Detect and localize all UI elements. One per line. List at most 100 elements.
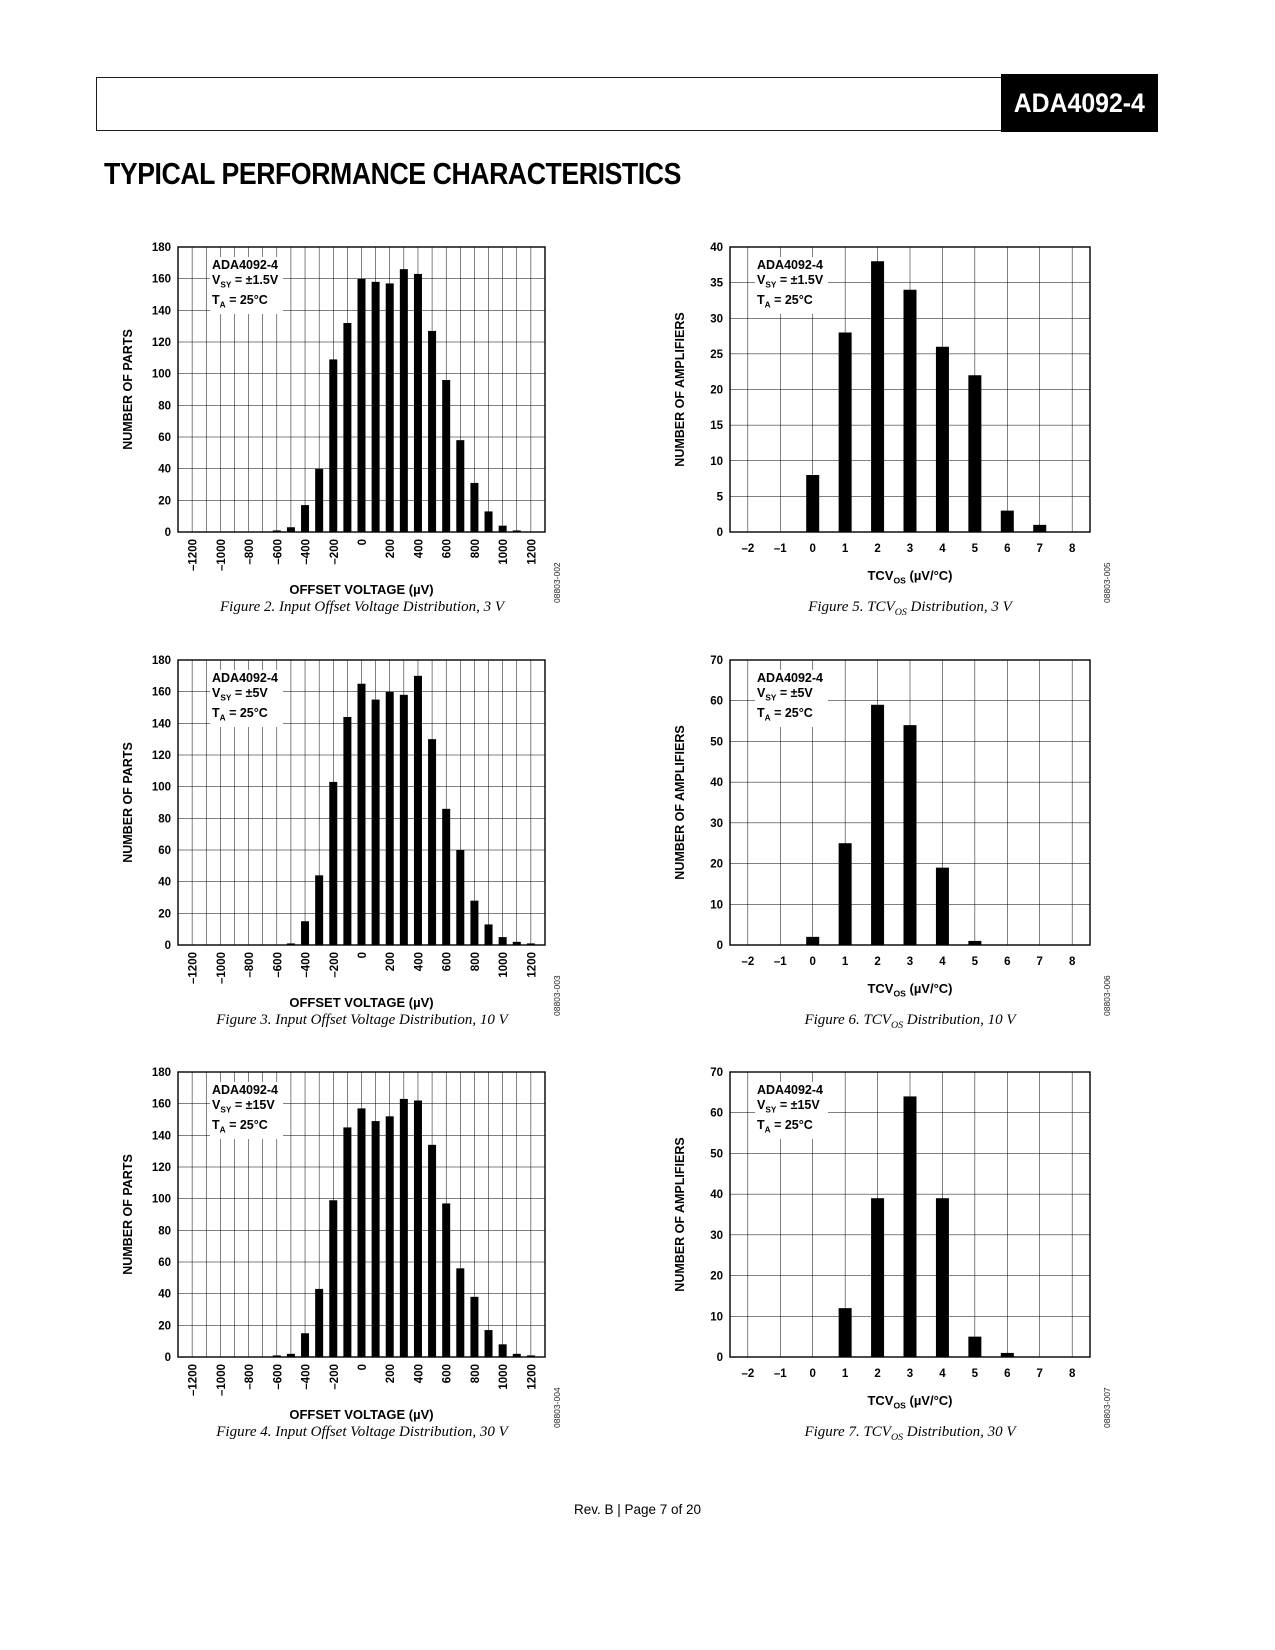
plot-border [177,1071,546,1358]
histogram-bars [806,704,982,945]
tick-labels: 0 20 40 60 80 100 120 140 160 180 –1200 –1000 –800 –6… [152,1067,539,1396]
svg-text:15: 15 [710,420,723,432]
svg-text:–1200: –1200 [188,539,200,571]
svg-text:–600: –600 [272,952,284,978]
x-axis-label: OFFSET VOLTAGE (µV) [289,1407,434,1422]
svg-text:600: 600 [442,539,454,558]
part-number-text: ADA4092-4 [1013,87,1146,118]
svg-text:20: 20 [710,385,723,397]
chart-annotation: ADA4092-4 VSY = ±15V TA = 25°C [210,1082,284,1139]
svg-text:–400: –400 [301,952,313,978]
svg-text:–2: –2 [741,543,754,555]
svg-text:–1000: –1000 [216,539,228,571]
svg-text:–800: –800 [244,539,256,565]
svg-text:–1: –1 [774,543,787,555]
y-axis-label: NUMBER OF AMPLIFIERS [673,1137,687,1291]
svg-text:4: 4 [939,956,946,968]
svg-text:7: 7 [1037,543,1043,555]
svg-text:7: 7 [1037,1368,1043,1380]
svg-text:2: 2 [874,543,880,555]
histogram-bars [838,1096,1014,1357]
svg-text:35: 35 [710,278,723,290]
svg-text:400: 400 [413,539,425,558]
svg-text:100: 100 [152,1194,171,1206]
svg-text:400: 400 [413,1364,425,1383]
tick-labels: 0 20 40 60 80 100 120 140 160 180 –1200 –1000 –800 –6… [152,242,539,571]
svg-text:200: 200 [385,952,397,971]
svg-text:60: 60 [710,696,723,708]
figure-caption: Figure 3. Input Offset Voltage Distribut… [216,1012,508,1028]
page-footer: Rev. B | Page 7 of 20 [573,1502,702,1517]
svg-text:600: 600 [442,1364,454,1383]
svg-text:40: 40 [158,464,171,476]
y-axis-label: NUMBER OF AMPLIFIERS [673,725,687,879]
chart-annotation: ADA4092-4 VSY = ±1.5V TA = 25°C [755,257,829,314]
figure-id-code: 08803-007 [1102,1387,1112,1428]
svg-text:1: 1 [842,956,849,968]
y-axis-label: NUMBER OF PARTS [121,329,135,450]
svg-text:80: 80 [158,1225,171,1237]
svg-text:10: 10 [710,899,723,911]
svg-text:0: 0 [809,1368,815,1380]
svg-text:80: 80 [158,813,171,825]
svg-text:25: 25 [710,349,723,361]
svg-text:5: 5 [717,491,724,503]
svg-text:800: 800 [470,1364,482,1383]
gridlines [730,660,1090,945]
svg-text:6: 6 [1004,543,1010,555]
svg-text:–800: –800 [244,952,256,978]
svg-text:0: 0 [165,527,171,539]
histogram-bars [806,261,1047,532]
plot-border [729,1071,1091,1358]
svg-text:4: 4 [939,1368,946,1380]
plot-canvas: 0 20 40 60 80 100 120 140 160 180 –1200 –1000 –800 –6… [121,655,546,984]
svg-text:200: 200 [385,539,397,558]
svg-text:60: 60 [158,1257,171,1269]
svg-text:40: 40 [158,1289,171,1301]
svg-text:40: 40 [710,242,723,254]
figure-caption: Figure 5. TCVOS Distribution, 3 V [808,599,1012,618]
part-number-badge: ADA4092-4 [1001,74,1158,132]
svg-text:6: 6 [1004,1368,1010,1380]
svg-text:60: 60 [158,845,171,857]
svg-text:6: 6 [1004,956,1010,968]
tick-labels: 0 10 20 30 40 50 60 70 –2 –1 0 1 2 3 4 5 6 7 8 [710,655,1076,968]
svg-text:120: 120 [152,1162,171,1174]
svg-text:0: 0 [165,940,171,952]
svg-text:5: 5 [972,956,979,968]
svg-text:–2: –2 [741,956,754,968]
svg-text:400: 400 [413,952,425,971]
svg-text:2: 2 [874,1368,880,1380]
svg-text:1000: 1000 [498,539,510,565]
plot-canvas: 0 10 20 30 40 50 60 70 –2 –1 0 1 2 3 4 5 6 7 8 NUMBER OF AM… [673,655,1091,968]
x-axis-label: OFFSET VOLTAGE (µV) [289,582,434,597]
svg-text:100: 100 [152,369,171,381]
svg-text:20: 20 [710,1271,723,1283]
figure-id-code: 08803-004 [552,1387,562,1428]
svg-text:600: 600 [442,952,454,971]
page-title: TYPICAL PERFORMANCE CHARACTERISTICS [104,156,681,191]
svg-text:0: 0 [809,543,815,555]
figure-4-offset-voltage-histogram-30v: 0 20 40 60 80 100 120 140 160 180 –1200 –1000 –800 –6… [100,1062,570,1462]
svg-text:–1200: –1200 [188,1364,200,1396]
svg-text:1000: 1000 [498,952,510,978]
svg-text:–600: –600 [272,539,284,565]
svg-text:0: 0 [165,1352,171,1364]
svg-text:60: 60 [710,1108,723,1120]
svg-text:3: 3 [907,543,913,555]
svg-text:0: 0 [717,940,723,952]
svg-text:1: 1 [842,1368,849,1380]
svg-text:40: 40 [710,1189,723,1201]
histogram-bars [272,269,521,532]
chart-annotation: ADA4092-4 VSY = ±5V TA = 25°C [210,670,284,727]
svg-text:200: 200 [385,1364,397,1383]
figure-caption: Figure 6. TCVOS Distribution, 10 V [804,1012,1016,1031]
svg-text:–200: –200 [329,1364,341,1390]
svg-text:–2: –2 [741,1368,754,1380]
svg-text:800: 800 [470,952,482,971]
svg-text:800: 800 [470,539,482,558]
svg-text:80: 80 [158,400,171,412]
svg-text:5: 5 [972,543,979,555]
x-axis-label: TCVOS (µV/°C) [867,1393,953,1411]
